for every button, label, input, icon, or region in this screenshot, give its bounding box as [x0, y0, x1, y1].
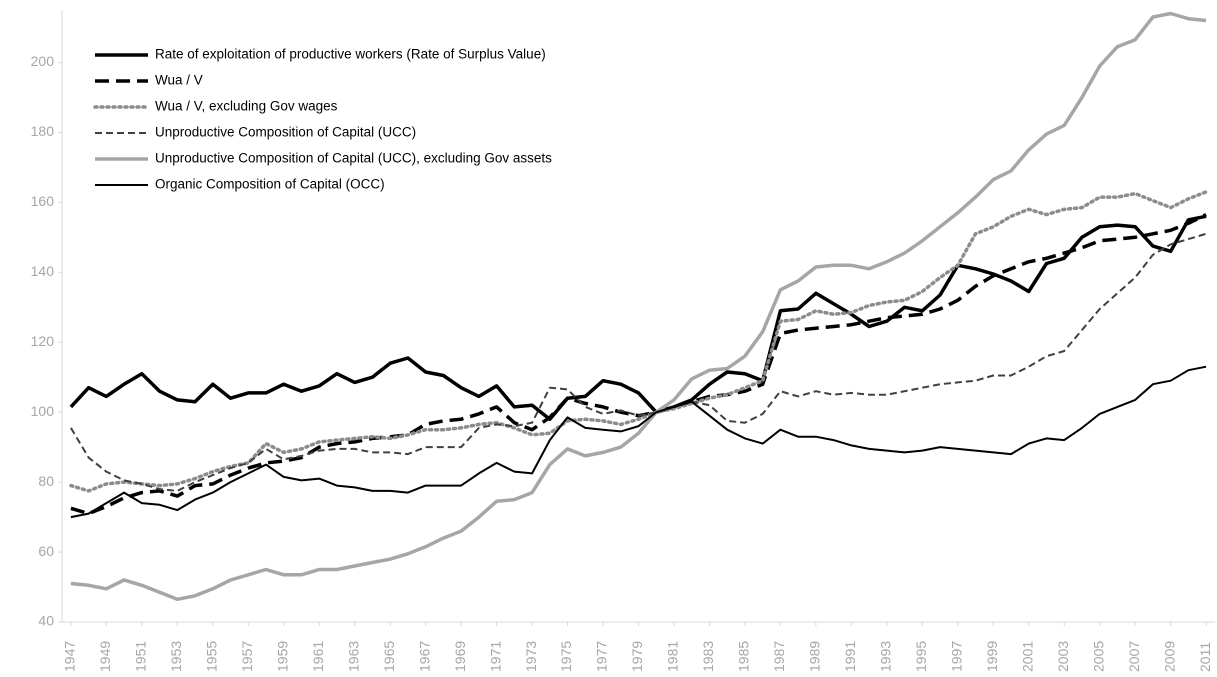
- x-tick-label: 1955: [203, 641, 219, 672]
- y-tick-label: 120: [31, 333, 55, 349]
- y-tick-label: 140: [31, 263, 55, 279]
- x-tick-label: 1961: [310, 641, 326, 672]
- x-tick-label: 1981: [665, 641, 681, 672]
- x-tick-label: 1963: [345, 641, 361, 672]
- x-tick-label: 1967: [416, 641, 432, 672]
- x-tick-label: 2005: [1090, 641, 1106, 672]
- x-tick-label: 1965: [381, 641, 397, 672]
- x-tick-label: 1951: [133, 641, 149, 672]
- series-line: [70, 232, 1207, 492]
- x-tick-label: 1985: [736, 641, 752, 672]
- legend-label: Wua / V, excluding Gov wages: [155, 99, 338, 114]
- x-tick-label: 1989: [807, 641, 823, 672]
- x-tick-label: 2001: [1019, 641, 1035, 672]
- legend-label: Wua / V: [155, 73, 203, 88]
- y-tick-label: 100: [31, 403, 55, 419]
- x-tick-label: 2003: [1055, 641, 1071, 672]
- x-tick-label: 2009: [1161, 641, 1177, 672]
- x-tick-label: 1977: [594, 641, 610, 672]
- series-line: [70, 11, 1207, 602]
- y-tick-label: 200: [31, 53, 55, 69]
- x-tick-label: 1995: [913, 641, 929, 672]
- x-tick-label: 1975: [558, 641, 574, 672]
- series-line: [69, 190, 1208, 493]
- y-tick-label: 40: [38, 613, 54, 629]
- x-tick-label: 1997: [948, 641, 964, 672]
- legend-label: Rate of exploitation of productive worke…: [155, 47, 546, 62]
- x-tick-label: 1987: [771, 641, 787, 672]
- series-line: [70, 365, 1207, 519]
- x-tick-label: 1959: [274, 641, 290, 672]
- y-tick-label: 60: [38, 543, 54, 559]
- x-tick-label: 1973: [523, 641, 539, 672]
- x-tick-label: 1983: [700, 641, 716, 672]
- x-tick-label: 1979: [629, 641, 645, 672]
- x-tick-label: 1953: [168, 641, 184, 672]
- y-tick-label: 180: [31, 123, 55, 139]
- x-tick-label: 1999: [984, 641, 1000, 672]
- x-tick-label: 1991: [842, 641, 858, 672]
- legend-label: Unproductive Composition of Capital (UCC…: [155, 151, 552, 166]
- y-tick-label: 160: [31, 193, 55, 209]
- legend-label: Organic Composition of Capital (OCC): [155, 177, 385, 192]
- series-line: [70, 213, 1207, 516]
- x-tick-label: 1969: [452, 641, 468, 672]
- x-tick-label: 1957: [239, 641, 255, 672]
- x-tick-label: 1947: [62, 641, 78, 672]
- legend-label: Unproductive Composition of Capital (UCC…: [155, 125, 416, 140]
- x-tick-label: 2011: [1197, 642, 1213, 672]
- x-tick-label: 1971: [487, 641, 503, 672]
- x-tick-label: 2007: [1126, 641, 1142, 672]
- series-line: [69, 214, 1207, 421]
- x-tick-label: 1993: [878, 641, 894, 672]
- y-tick-label: 80: [38, 473, 54, 489]
- x-tick-label: 1949: [97, 641, 113, 672]
